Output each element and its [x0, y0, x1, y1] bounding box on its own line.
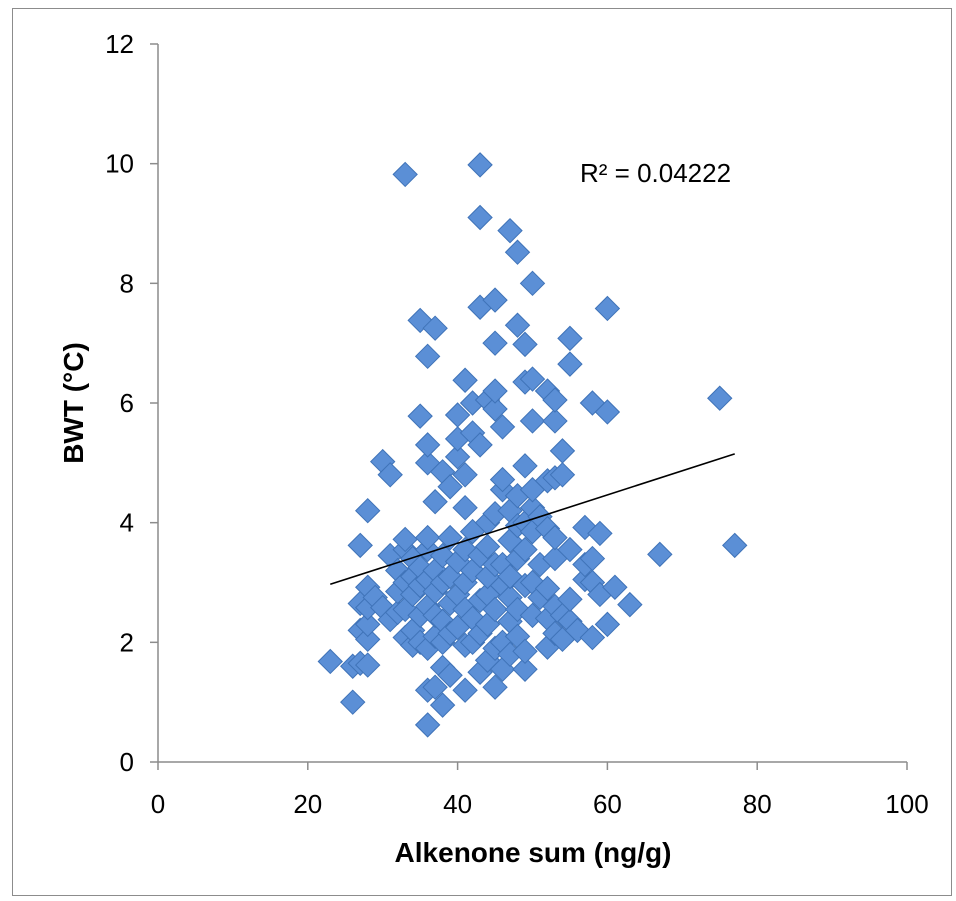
data-point — [497, 217, 523, 244]
x-ticks: 0 20 40 60 80 100 — [151, 762, 929, 819]
data-point — [317, 648, 343, 675]
data-point — [482, 596, 508, 623]
data-point — [579, 624, 606, 651]
data-point — [407, 403, 433, 429]
data-point — [489, 466, 516, 493]
data-point — [467, 204, 493, 231]
x-tick-label: 100 — [885, 789, 928, 819]
data-point — [414, 524, 441, 551]
y-tick-label: 6 — [120, 388, 134, 418]
x-tick-label: 20 — [293, 789, 322, 819]
x-tick-label: 0 — [151, 789, 165, 819]
data-point — [437, 474, 463, 500]
data-point — [489, 414, 516, 440]
y-tick-label: 12 — [105, 29, 134, 59]
data-point — [392, 161, 418, 188]
data-point — [512, 453, 538, 479]
data-point — [444, 402, 471, 428]
data-point — [594, 611, 621, 638]
y-tick-label: 8 — [120, 268, 134, 298]
data-point — [602, 574, 628, 600]
y-ticks: 0 2 4 6 8 10 12 — [105, 29, 158, 777]
data-point — [557, 351, 583, 377]
data-point — [512, 656, 538, 682]
data-point — [422, 674, 448, 700]
data-point — [542, 524, 568, 551]
x-tick-label: 80 — [743, 789, 772, 819]
x-tick-label: 40 — [443, 789, 472, 819]
data-point — [497, 563, 523, 590]
data-point — [482, 674, 508, 700]
y-tick-label: 4 — [120, 508, 134, 538]
data-point — [504, 239, 531, 265]
data-point — [482, 287, 508, 313]
data-point — [347, 532, 373, 559]
data-point — [482, 378, 508, 404]
y-tick-label: 2 — [120, 627, 134, 657]
data-point — [392, 526, 418, 553]
data-point — [414, 712, 441, 738]
data-point — [414, 343, 441, 370]
data-point — [519, 366, 546, 392]
data-point — [594, 399, 621, 425]
data-point — [474, 533, 501, 560]
data-point — [482, 330, 508, 356]
data-point — [422, 489, 448, 515]
data-point — [429, 692, 456, 718]
data-point — [557, 325, 583, 352]
data-point — [340, 689, 366, 715]
x-axis-title: Alkenone sum (ng/g) — [395, 837, 672, 868]
data-point — [377, 462, 403, 488]
data-point — [512, 536, 538, 563]
data-point — [452, 495, 478, 521]
y-tick-label: 0 — [120, 747, 134, 777]
data-point — [542, 408, 568, 434]
data-point — [452, 462, 478, 488]
data-point — [707, 385, 733, 411]
data-point — [534, 575, 561, 602]
data-point — [519, 408, 546, 434]
data-point — [579, 545, 606, 572]
data-point — [422, 315, 448, 341]
data-point — [594, 295, 621, 322]
data-point — [355, 611, 381, 638]
data-point — [647, 541, 673, 568]
chart-frame — [12, 8, 952, 896]
x-tick-label: 60 — [593, 789, 622, 819]
data-point — [557, 586, 583, 612]
data-point — [467, 432, 493, 458]
data-point — [512, 331, 538, 358]
data-point — [519, 270, 546, 297]
data-point — [467, 152, 493, 178]
data-point — [414, 432, 441, 458]
data-point — [549, 438, 576, 464]
r-squared-annotation: R² = 0.04222 — [580, 158, 731, 188]
data-point — [617, 591, 643, 618]
data-point — [452, 677, 478, 703]
data-point — [587, 520, 613, 547]
data-point — [444, 444, 471, 470]
data-point — [557, 536, 583, 563]
data-point — [549, 462, 576, 488]
data-point — [452, 367, 478, 393]
data-point — [722, 532, 748, 559]
data-point — [355, 652, 381, 678]
data-point — [512, 638, 538, 665]
data-point — [437, 662, 463, 688]
trendline — [330, 453, 735, 586]
y-axis-title: BWT (°C) — [58, 342, 89, 464]
y-tick-label: 10 — [105, 149, 134, 179]
data-point — [504, 312, 531, 338]
data-point — [355, 626, 381, 653]
data-point — [542, 387, 568, 413]
data-points — [317, 152, 748, 738]
data-point — [482, 396, 508, 422]
data-point — [355, 497, 381, 524]
